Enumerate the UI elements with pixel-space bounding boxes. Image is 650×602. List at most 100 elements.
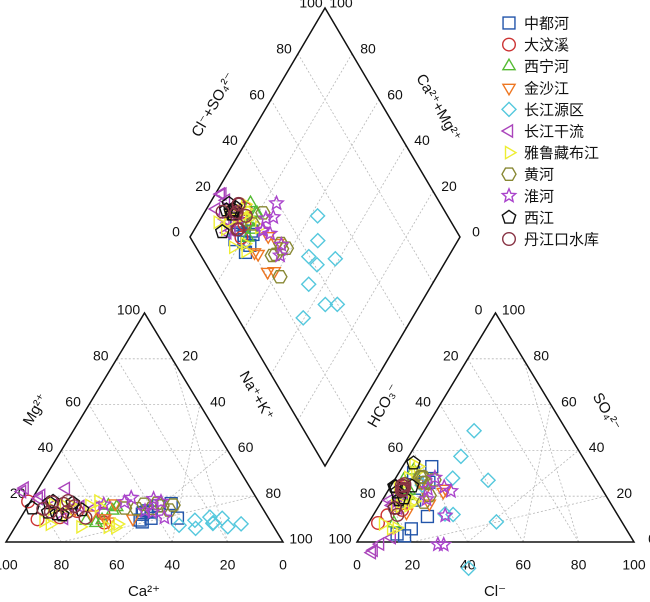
anion-point bbox=[363, 545, 377, 560]
legend-marker-hexagon bbox=[501, 167, 517, 182]
diamond-point bbox=[309, 207, 326, 224]
diamond-point bbox=[248, 204, 264, 217]
anion-point bbox=[442, 482, 460, 499]
diamond-point bbox=[241, 244, 254, 259]
diamond-grid-a3 bbox=[270, 99, 407, 329]
diamond-right-tick: 80 bbox=[360, 41, 376, 57]
diamond-point bbox=[228, 239, 242, 255]
diamond-point bbox=[240, 236, 254, 251]
legend-marker-triangle-right bbox=[504, 145, 518, 160]
diamond-point bbox=[272, 270, 288, 284]
legend-marker-star bbox=[500, 187, 518, 203]
diamond-grid-b4 bbox=[297, 190, 434, 421]
anion-right-tick: 20 bbox=[617, 485, 633, 501]
anion-x-label: Cl⁻ bbox=[484, 583, 506, 600]
cation-point bbox=[219, 518, 236, 535]
legend-marker-triangle-left bbox=[500, 123, 514, 139]
anion-point bbox=[445, 506, 462, 523]
cation-point bbox=[145, 490, 162, 507]
diamond-point bbox=[261, 224, 279, 241]
anion-point bbox=[444, 470, 461, 487]
cation-right-tick: 20 bbox=[182, 348, 198, 364]
diamond-right-tick: 40 bbox=[414, 132, 430, 148]
cation-point bbox=[110, 520, 124, 535]
cation-left-label: Mg²⁺ bbox=[20, 391, 52, 429]
legend-marker-circle bbox=[502, 37, 517, 52]
cation-point bbox=[136, 502, 154, 518]
diamond-point bbox=[215, 204, 230, 219]
diamond-point bbox=[213, 214, 227, 230]
diamond-point bbox=[300, 248, 317, 265]
diamond-point bbox=[244, 217, 261, 231]
diamond-point bbox=[317, 296, 334, 313]
legend-label: 中都河 bbox=[524, 15, 569, 33]
diamond-point bbox=[255, 206, 271, 220]
anion-point bbox=[426, 468, 444, 485]
diamond-point bbox=[231, 222, 246, 237]
diamond-point bbox=[300, 276, 317, 293]
cation-bottom-tick: 40 bbox=[164, 557, 180, 573]
cation-point bbox=[45, 516, 59, 532]
cation-point bbox=[88, 514, 104, 528]
cation-point bbox=[113, 516, 127, 532]
cation-point bbox=[61, 493, 76, 508]
cation-grid-b3 bbox=[171, 404, 201, 543]
anion-point bbox=[488, 513, 505, 530]
diamond-point bbox=[247, 248, 262, 261]
frame-layer bbox=[4, 6, 636, 543]
diamond-left-tick: 60 bbox=[249, 86, 265, 102]
anion-bottom-tick: 100 bbox=[622, 557, 646, 573]
diamond-grid-a4 bbox=[297, 53, 434, 284]
anion-bottom-tick: 80 bbox=[571, 557, 587, 573]
anion-left-tick: 100 bbox=[328, 531, 352, 547]
diamond-point bbox=[264, 208, 282, 225]
anion-point bbox=[415, 495, 432, 509]
anion-point bbox=[425, 459, 439, 474]
anion-bottom-tick: 20 bbox=[405, 557, 421, 573]
anion-right-tick: 60 bbox=[561, 393, 577, 409]
anion-right-tick: 0 bbox=[648, 531, 650, 547]
anion-point bbox=[387, 500, 402, 515]
cation-point bbox=[214, 510, 231, 527]
anion-bottom-tick: 60 bbox=[515, 557, 531, 573]
anion-point bbox=[410, 493, 423, 509]
anion-point bbox=[392, 520, 406, 536]
anion-point bbox=[405, 455, 421, 470]
legend-marker-triangle-up bbox=[501, 57, 517, 71]
anion-left-tick: 40 bbox=[415, 393, 431, 409]
legend-label: 淮河 bbox=[524, 187, 554, 205]
anion-point bbox=[394, 483, 409, 498]
cation-point bbox=[128, 502, 145, 516]
cation-point bbox=[165, 498, 181, 512]
cation-point bbox=[103, 519, 117, 535]
anion-point bbox=[418, 490, 436, 507]
diamond-point bbox=[295, 309, 312, 326]
cation-point bbox=[171, 517, 188, 534]
anion-point bbox=[394, 478, 409, 493]
anion-grid-b1 bbox=[412, 495, 607, 543]
anion-point bbox=[397, 529, 412, 543]
legend-label: 丹江口水库 bbox=[524, 231, 599, 249]
legend-marker-circle bbox=[502, 231, 517, 246]
diamond-point bbox=[273, 235, 290, 252]
anion-point bbox=[480, 472, 497, 489]
diamond-point bbox=[254, 220, 272, 237]
anion-point bbox=[390, 507, 405, 522]
cation-point bbox=[186, 512, 203, 529]
anion-point bbox=[413, 469, 430, 484]
cation-point bbox=[57, 481, 71, 496]
cation-point bbox=[187, 520, 204, 537]
cation-point bbox=[59, 498, 73, 513]
diamond-point bbox=[213, 186, 227, 202]
diamond-left-tick: 80 bbox=[276, 41, 292, 57]
cation-point bbox=[116, 493, 133, 510]
cation-point bbox=[74, 502, 90, 517]
anion-point bbox=[460, 560, 477, 577]
cation-point bbox=[161, 503, 177, 517]
cation-point bbox=[16, 480, 29, 496]
cation-bottom-tick: 80 bbox=[54, 557, 70, 573]
diamond-left-tick: 0 bbox=[172, 224, 180, 240]
cation-bottom-tick: 20 bbox=[220, 557, 236, 573]
diamond-point bbox=[271, 246, 289, 263]
